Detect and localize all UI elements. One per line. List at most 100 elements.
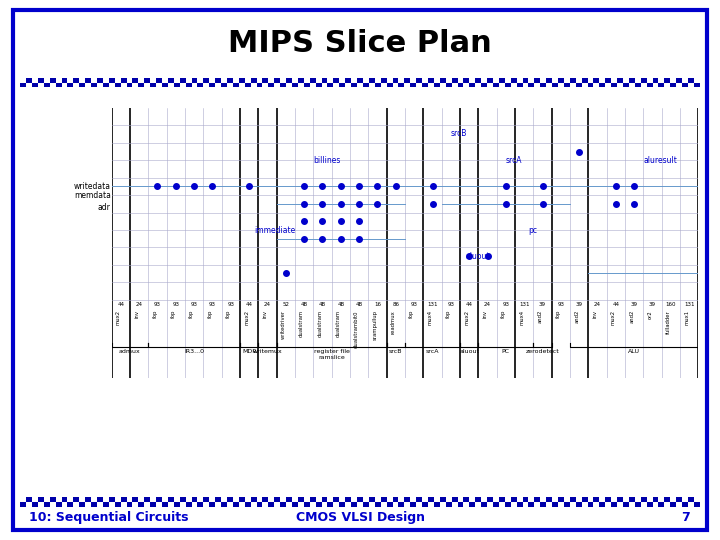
Text: mux4: mux4 bbox=[519, 310, 524, 325]
Bar bbox=[292, 497, 298, 502]
Bar bbox=[475, 502, 481, 507]
Bar bbox=[558, 497, 564, 502]
Bar bbox=[103, 78, 109, 83]
Bar bbox=[286, 83, 292, 87]
Text: dualstram: dualstram bbox=[299, 310, 304, 337]
Bar bbox=[576, 83, 582, 87]
Bar bbox=[599, 497, 606, 502]
Bar bbox=[606, 497, 611, 502]
Bar bbox=[629, 497, 635, 502]
Bar bbox=[38, 497, 44, 502]
Bar bbox=[215, 497, 221, 502]
Bar bbox=[410, 497, 416, 502]
Bar bbox=[298, 83, 304, 87]
Bar bbox=[528, 78, 534, 83]
Bar bbox=[73, 502, 79, 507]
Bar bbox=[434, 78, 440, 83]
Bar bbox=[79, 497, 85, 502]
Text: immediate: immediate bbox=[255, 226, 296, 235]
Text: dualstram: dualstram bbox=[318, 310, 323, 337]
Text: inv: inv bbox=[593, 310, 598, 318]
Bar bbox=[256, 78, 263, 83]
Bar bbox=[38, 83, 44, 87]
Bar bbox=[469, 78, 475, 83]
Bar bbox=[227, 83, 233, 87]
Bar bbox=[304, 78, 310, 83]
Bar bbox=[304, 502, 310, 507]
Bar bbox=[652, 497, 659, 502]
Bar bbox=[263, 497, 269, 502]
Bar bbox=[103, 502, 109, 507]
Bar bbox=[552, 78, 558, 83]
Bar bbox=[245, 78, 251, 83]
Bar bbox=[398, 497, 405, 502]
Bar bbox=[428, 83, 434, 87]
Bar bbox=[682, 497, 688, 502]
Bar bbox=[315, 78, 322, 83]
Bar bbox=[647, 497, 652, 502]
Text: inv: inv bbox=[263, 310, 267, 318]
Text: 24: 24 bbox=[484, 302, 491, 307]
Bar bbox=[416, 78, 422, 83]
Bar bbox=[55, 83, 61, 87]
Bar bbox=[50, 83, 55, 87]
Bar bbox=[487, 78, 493, 83]
Bar bbox=[375, 78, 381, 83]
Bar bbox=[345, 78, 351, 83]
Text: srampullup: srampullup bbox=[372, 310, 377, 340]
Bar bbox=[510, 502, 517, 507]
Bar bbox=[593, 78, 599, 83]
Bar bbox=[150, 497, 156, 502]
Bar bbox=[197, 78, 203, 83]
Bar bbox=[221, 497, 227, 502]
Bar bbox=[251, 83, 256, 87]
Bar bbox=[114, 83, 121, 87]
Bar bbox=[144, 497, 150, 502]
Bar bbox=[68, 78, 73, 83]
Bar bbox=[256, 497, 263, 502]
Bar bbox=[392, 497, 398, 502]
Text: aluout: aluout bbox=[466, 252, 490, 261]
Bar bbox=[333, 78, 339, 83]
Bar bbox=[659, 83, 665, 87]
Bar bbox=[333, 83, 339, 87]
Bar bbox=[97, 83, 103, 87]
Bar bbox=[256, 83, 263, 87]
Bar bbox=[61, 497, 68, 502]
Bar bbox=[588, 502, 593, 507]
Bar bbox=[392, 78, 398, 83]
Bar bbox=[150, 78, 156, 83]
Bar bbox=[168, 78, 174, 83]
Bar bbox=[606, 502, 611, 507]
Bar bbox=[263, 83, 269, 87]
Bar bbox=[180, 497, 186, 502]
Bar bbox=[440, 497, 446, 502]
Text: 52: 52 bbox=[282, 302, 289, 307]
Text: 44: 44 bbox=[246, 302, 253, 307]
Bar bbox=[405, 83, 410, 87]
Bar bbox=[168, 502, 174, 507]
Bar bbox=[186, 497, 192, 502]
Bar bbox=[505, 497, 510, 502]
Bar bbox=[665, 497, 670, 502]
Bar bbox=[245, 502, 251, 507]
Bar bbox=[398, 78, 405, 83]
Bar bbox=[127, 502, 132, 507]
Bar bbox=[682, 78, 688, 83]
Bar bbox=[251, 497, 256, 502]
Bar bbox=[357, 497, 363, 502]
Bar bbox=[251, 502, 256, 507]
Bar bbox=[186, 502, 192, 507]
Text: 93: 93 bbox=[209, 302, 216, 307]
Bar bbox=[582, 497, 588, 502]
Bar bbox=[499, 497, 505, 502]
Bar bbox=[434, 502, 440, 507]
Bar bbox=[339, 83, 345, 87]
Bar bbox=[405, 497, 410, 502]
Text: mux1: mux1 bbox=[684, 310, 689, 325]
Bar bbox=[203, 497, 210, 502]
Bar bbox=[44, 83, 50, 87]
Bar bbox=[109, 497, 114, 502]
Text: fop: fop bbox=[446, 310, 451, 319]
Bar bbox=[416, 497, 422, 502]
